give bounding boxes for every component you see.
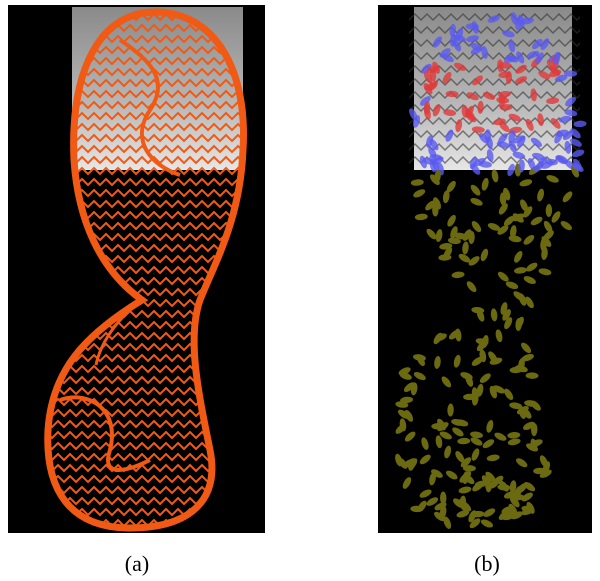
feature-point xyxy=(432,204,438,217)
feature-point xyxy=(540,239,546,252)
caption: (a) xyxy=(125,551,149,576)
figure: (a) (b) xyxy=(0,0,600,581)
caption: (b) xyxy=(474,551,500,576)
page: (a) (b) (() => { const data = JSON.parse… xyxy=(0,0,600,581)
